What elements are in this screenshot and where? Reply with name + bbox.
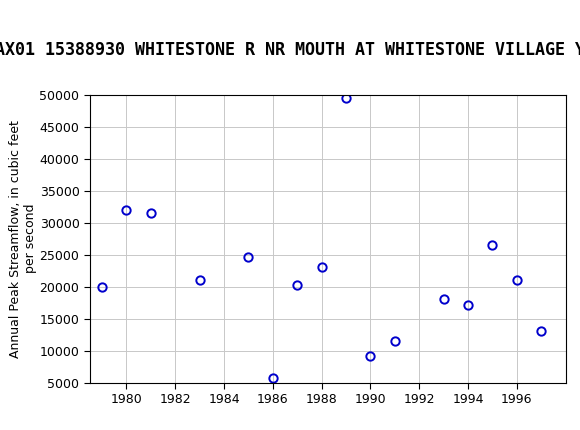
Text: ≡USGS: ≡USGS	[6, 10, 82, 29]
Text: CAX01 15388930 WHITESTONE R NR MOUTH AT WHITESTONE VILLAGE YT: CAX01 15388930 WHITESTONE R NR MOUTH AT …	[0, 41, 580, 59]
Y-axis label: Annual Peak Streamflow, in cubic feet
per second: Annual Peak Streamflow, in cubic feet pe…	[9, 120, 37, 358]
